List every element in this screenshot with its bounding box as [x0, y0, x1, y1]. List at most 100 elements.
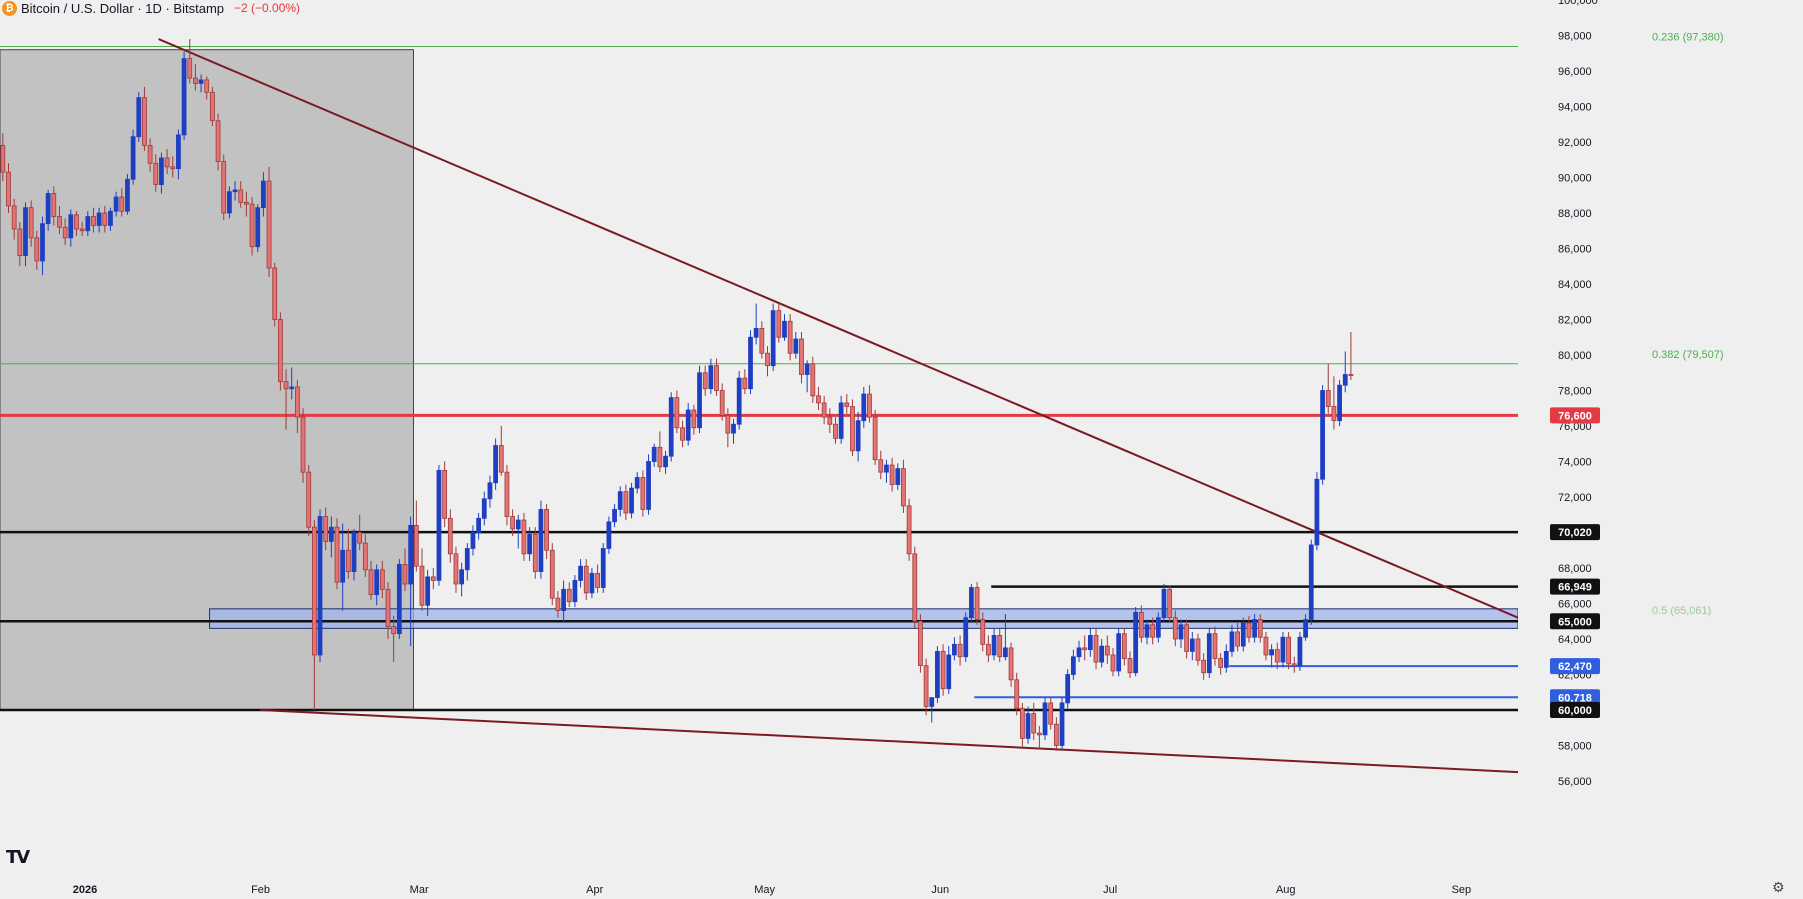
symbol-title[interactable]: Bitcoin / U.S. Dollar · 1D · Bitstamp: [21, 0, 224, 16]
candle-down: [368, 569, 374, 596]
fib-label: 0.236 (97,380): [1652, 32, 1724, 44]
candle-down: [1008, 647, 1014, 681]
candle-down: [413, 525, 419, 567]
candle-up: [481, 498, 487, 519]
price-axis[interactable]: 56,00058,00062,00064,00066,00068,00072,0…: [1518, 0, 1803, 899]
candle-down: [442, 469, 448, 519]
candle-up: [651, 446, 657, 462]
candle-up: [753, 327, 759, 338]
trendlines-layer: [158, 38, 1519, 774]
candle-up: [1252, 619, 1257, 638]
x-tick-label: 2026: [73, 884, 97, 896]
candle-up: [685, 409, 691, 441]
candle-up: [1087, 635, 1093, 651]
level-badge: [1550, 702, 1600, 718]
candle-down: [912, 553, 918, 622]
candle-down: [1121, 633, 1127, 659]
candle-down: [277, 319, 283, 383]
candle-down: [532, 533, 538, 572]
fib-label: 0.5 (65,061): [1652, 605, 1711, 617]
candle-up: [232, 189, 238, 193]
candle-up: [969, 587, 974, 619]
candle-up: [646, 461, 651, 510]
candle-down: [1110, 654, 1116, 672]
candle-down: [244, 201, 249, 205]
candle-down: [901, 468, 906, 507]
candle-down: [1348, 374, 1354, 376]
candle-down: [498, 445, 504, 473]
shaded-range-box: [0, 49, 414, 711]
candle-down: [34, 237, 40, 262]
candle-down: [62, 226, 68, 239]
level-badge-label: 70,020: [1558, 527, 1592, 539]
candle-down: [725, 414, 731, 434]
candle-up: [1042, 702, 1048, 736]
trendline: [260, 709, 1519, 774]
candle-up: [1320, 390, 1325, 480]
candle-down: [1167, 588, 1173, 619]
candle-up: [198, 79, 204, 84]
x-tick-label: Jul: [1103, 884, 1117, 896]
candle-down: [57, 216, 62, 228]
level-badge-label: 62,470: [1558, 661, 1592, 673]
candle-down: [691, 409, 697, 429]
candle-up: [425, 576, 431, 606]
candle-up: [408, 525, 414, 585]
x-tick-label: Feb: [251, 884, 270, 896]
level-badge: [1550, 658, 1600, 675]
candle-up: [459, 569, 465, 585]
tradingview-logo-icon[interactable]: TV: [6, 847, 30, 868]
candle-up: [731, 423, 736, 434]
candle-up: [1308, 544, 1314, 620]
candle-down: [210, 91, 215, 122]
candle-up: [136, 97, 142, 138]
candle-up: [261, 180, 266, 209]
candle-down: [453, 553, 459, 585]
x-tick-label: Jun: [931, 884, 949, 896]
candle-up: [1337, 384, 1342, 422]
price-axis-bg: [1518, 0, 1803, 899]
candle-up: [770, 310, 776, 367]
candle-down: [816, 395, 821, 404]
candle-up: [1076, 647, 1082, 658]
candle-down: [311, 526, 317, 656]
y-tick-label: 96,000: [1558, 66, 1592, 78]
time-axis[interactable]: 2026 Feb Mar Apr May Jun Jul Aug Sep: [73, 884, 1471, 896]
y-tick-label: 98,000: [1558, 31, 1592, 43]
candle-up: [1229, 631, 1235, 652]
gear-icon[interactable]: ⚙: [1772, 880, 1785, 896]
candle-up: [589, 572, 595, 594]
candle-down: [193, 77, 198, 84]
candle-down: [827, 416, 833, 425]
y-tick-label: 86,000: [1558, 244, 1592, 256]
candle-up: [40, 223, 45, 262]
candle-up: [351, 532, 357, 572]
y-tick-label: 66,000: [1558, 599, 1592, 611]
candle-up: [374, 569, 380, 596]
candle-down: [6, 171, 11, 207]
candle-down: [1325, 390, 1331, 407]
y-tick-label: 72,000: [1558, 492, 1592, 504]
candle-up: [697, 372, 702, 429]
candle-down: [283, 381, 289, 390]
candle-down: [345, 549, 351, 572]
candle-down: [680, 427, 685, 441]
candle-up: [1133, 611, 1139, 674]
candle-down: [170, 166, 176, 170]
candle-down: [1036, 732, 1042, 736]
candle-up: [572, 580, 578, 603]
candle-down: [821, 402, 827, 418]
candle-up: [538, 509, 544, 572]
candle-up: [108, 210, 113, 226]
candle-up: [561, 588, 566, 611]
candle-up: [1206, 633, 1212, 674]
candle-down: [674, 397, 680, 429]
y-tick-label: 64,000: [1558, 634, 1592, 646]
candle-up: [176, 134, 181, 170]
candle-up: [464, 548, 470, 571]
candle-up: [493, 445, 498, 484]
candle-up: [855, 420, 861, 452]
candle-down: [1331, 406, 1337, 422]
